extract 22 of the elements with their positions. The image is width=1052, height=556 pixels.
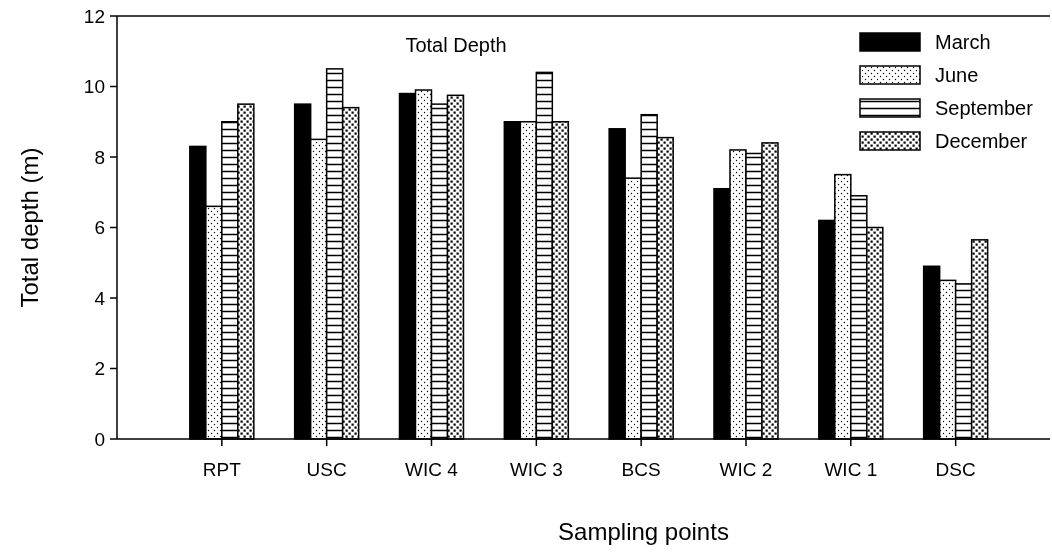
y-tick-label: 4	[94, 287, 106, 309]
y-axis-title: Total depth (m)	[16, 147, 43, 308]
legend-label: September	[935, 97, 1034, 119]
legend-label: June	[935, 64, 979, 86]
x-axis-title: Sampling points	[558, 518, 729, 545]
x-tick-label: RPT	[202, 459, 242, 480]
text: Total Depth	[405, 34, 507, 56]
x-tick-label: WIC 1	[824, 459, 878, 480]
legend-label: December	[935, 130, 1028, 152]
x-tick-label: WIC 2	[719, 459, 773, 480]
x-tick-label: WIC 4	[405, 459, 459, 480]
y-tick-label: 10	[83, 76, 105, 98]
x-tick-label: USC	[306, 459, 347, 480]
x-tick-label: DSC	[935, 459, 976, 480]
legend-label: March	[935, 31, 991, 53]
x-tick-label: BCS	[621, 459, 661, 480]
x-tick-label: WIC 3	[509, 459, 563, 480]
y-tick-label: 0	[94, 428, 105, 450]
y-tick-label: 12	[83, 5, 105, 27]
y-tick-label: 6	[94, 217, 105, 239]
y-tick-label: 2	[94, 358, 105, 380]
y-tick-label: 8	[94, 146, 105, 168]
